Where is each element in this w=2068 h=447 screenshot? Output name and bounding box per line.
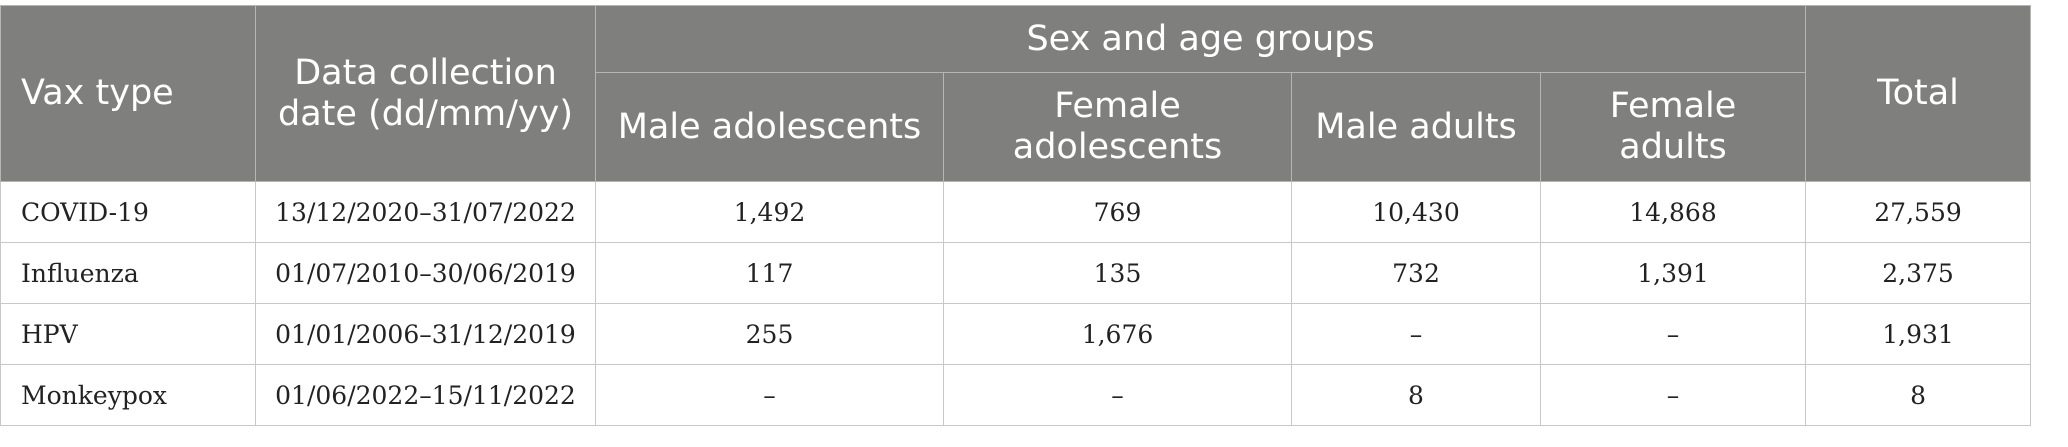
cell-male-adults: 8 (1291, 364, 1541, 426)
cell-male-adults: 10,430 (1291, 181, 1541, 243)
cell-vax-type: COVID-19 (0, 181, 256, 243)
cell-date: 01/01/2006–31/12/2019 (255, 303, 596, 365)
cell-male-adults: 732 (1291, 242, 1541, 304)
cell-date: 13/12/2020–31/07/2022 (255, 181, 596, 243)
cell-date: 01/07/2010–30/06/2019 (255, 242, 596, 304)
header-female-adolescents: Female adolescents (943, 72, 1292, 182)
cell-male-adolescents: 1,492 (595, 181, 944, 243)
cell-female-adults: 14,868 (1539, 181, 1807, 243)
table-row: Influenza 01/07/2010–30/06/2019 117 135 … (0, 242, 2032, 304)
cell-male-adults: – (1291, 303, 1541, 365)
cell-vax-type: HPV (0, 303, 256, 365)
cell-male-adolescents: 255 (595, 303, 944, 365)
cell-male-adolescents: 117 (595, 242, 944, 304)
cell-total: 1,931 (1805, 303, 2032, 365)
cell-female-adolescents: 1,676 (943, 303, 1292, 365)
cell-female-adults: 1,391 (1539, 242, 1807, 304)
header-female-adults: Female adults (1539, 72, 1807, 182)
header-total: Total (1805, 5, 2032, 182)
header-sex-age-groups: Sex and age groups (594, 5, 1807, 73)
table-row: COVID-19 13/12/2020–31/07/2022 1,492 769… (0, 181, 2032, 243)
cell-male-adolescents: – (595, 364, 944, 426)
table-header: Vax type Data collection date (dd/mm/yy)… (0, 5, 2032, 182)
cell-vax-type: Monkeypox (0, 364, 256, 426)
table-row: HPV 01/01/2006–31/12/2019 255 1,676 – – … (0, 303, 2032, 365)
cell-total: 27,559 (1805, 181, 2032, 243)
cell-female-adolescents: 769 (943, 181, 1292, 243)
table-body: COVID-19 13/12/2020–31/07/2022 1,492 769… (0, 181, 2032, 426)
header-male-adults: Male adults (1291, 72, 1541, 182)
cell-female-adolescents: 135 (943, 242, 1292, 304)
cell-female-adults: – (1539, 303, 1807, 365)
cell-female-adolescents: – (943, 364, 1292, 426)
cell-date: 01/06/2022–15/11/2022 (255, 364, 596, 426)
cell-vax-type: Influenza (0, 242, 256, 304)
header-data-collection-date: Data collection date (dd/mm/yy) (255, 5, 596, 182)
header-male-adolescents: Male adolescents (595, 72, 944, 182)
table-row: Monkeypox 01/06/2022–15/11/2022 – – 8 – … (0, 364, 2032, 426)
header-row-groups: Male adolescents Female adolescents Male… (1, 72, 2031, 182)
vaccine-data-table: Vax type Data collection date (dd/mm/yy)… (0, 5, 2032, 426)
cell-total: 2,375 (1805, 242, 2032, 304)
header-row-top: Vax type Data collection date (dd/mm/yy)… (0, 5, 2032, 182)
header-vax-type: Vax type (0, 5, 256, 182)
cell-total: 8 (1805, 364, 2032, 426)
cell-female-adults: – (1539, 364, 1807, 426)
